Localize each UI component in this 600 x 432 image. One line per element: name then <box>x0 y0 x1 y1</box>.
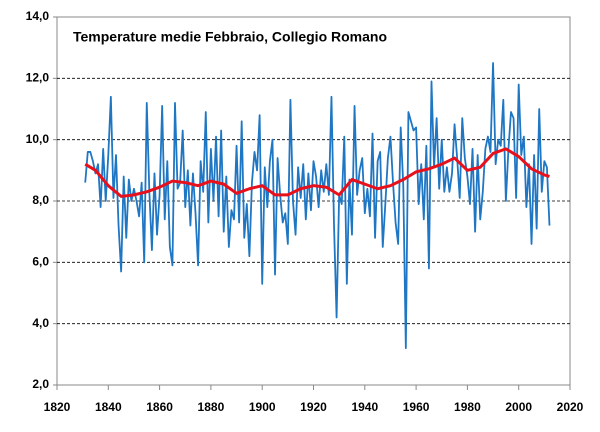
x-tick-label: 1880 <box>198 400 225 414</box>
x-tick-label: 1940 <box>351 400 378 414</box>
x-tick-label: 2000 <box>505 400 532 414</box>
y-tick-label: 10,0 <box>26 132 50 146</box>
y-tick-label: 14,0 <box>26 9 50 23</box>
x-tick-label: 1980 <box>454 400 481 414</box>
x-tick-label: 1820 <box>44 400 71 414</box>
y-tick-label: 6,0 <box>32 255 49 269</box>
y-tick-label: 12,0 <box>26 71 50 85</box>
x-tick-label: 1920 <box>300 400 327 414</box>
series-line <box>84 147 550 198</box>
y-tick-label: 8,0 <box>32 193 49 207</box>
x-tick-label: 1840 <box>95 400 122 414</box>
x-tick-label: 1900 <box>249 400 276 414</box>
x-tick-label: 1960 <box>403 400 430 414</box>
chart-title: Temperature medie Febbraio, Collegio Rom… <box>73 29 387 45</box>
y-tick-label: 2,0 <box>32 377 49 391</box>
x-tick-label: 2020 <box>557 400 584 414</box>
x-tick-label: 1860 <box>146 400 173 414</box>
y-tick-label: 4,0 <box>32 316 49 330</box>
series-line <box>84 62 551 350</box>
